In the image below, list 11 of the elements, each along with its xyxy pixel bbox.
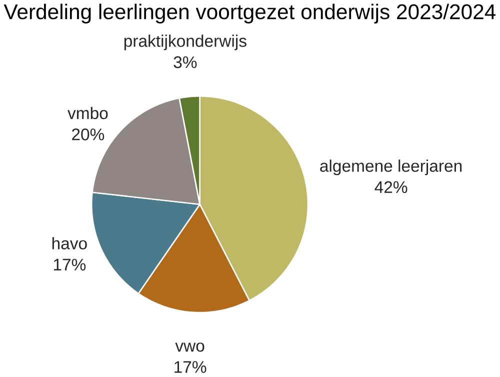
- data-label: 17%: [174, 361, 206, 374]
- data-label: 3%: [174, 56, 197, 68]
- chart-title: Verdeling leerlingen voortgezet onderwijs 2023/2024: [4, 4, 496, 24]
- slice-label: vmbo: [68, 107, 108, 120]
- slice-label: vwo: [175, 342, 204, 352]
- data-label: 20%: [72, 128, 104, 141]
- data-label: 17%: [54, 259, 86, 271]
- slice-label: algemene leerjaren: [320, 160, 462, 176]
- data-label: 42%: [374, 181, 408, 194]
- slice-label: havo: [52, 237, 87, 250]
- slice-label: praktijkonderwijs: [124, 34, 246, 50]
